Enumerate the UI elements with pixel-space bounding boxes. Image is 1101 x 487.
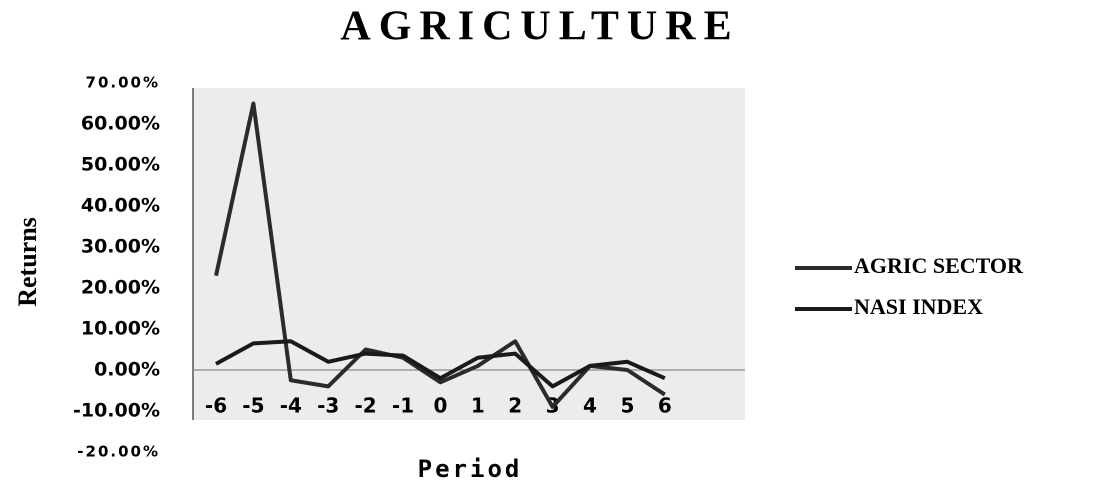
y-tick-label: 40.00%	[81, 195, 160, 217]
x-tick-label: -3	[317, 394, 339, 418]
y-tick-label: 60.00%	[81, 113, 160, 135]
x-tick-label: -6	[205, 394, 227, 418]
x-tick-label: 0	[433, 394, 447, 418]
series-line	[215, 339, 666, 389]
legend-label: AGRIC SECTOR	[854, 253, 1024, 278]
chart-title: AGRICULTURE	[340, 4, 739, 50]
x-tick-label: -4	[280, 394, 302, 418]
y-tick-label: 30.00%	[81, 236, 160, 258]
y-tick-label: 50.00%	[81, 154, 160, 176]
x-tick-label: 6	[658, 394, 672, 418]
x-tick-label: 4	[583, 394, 597, 418]
x-tick-label: -1	[392, 394, 414, 418]
x-tick-label: -5	[242, 394, 264, 418]
y-tick-label: 70.00%	[86, 74, 160, 92]
x-tick-label: 5	[620, 394, 634, 418]
y-tick-label: 10.00%	[81, 318, 160, 340]
x-tick-label: -2	[354, 394, 376, 418]
x-tick-label: 2	[508, 394, 522, 418]
legend-label: NASI INDEX	[854, 294, 983, 319]
x-tick-label: 1	[471, 394, 485, 418]
y-tick-label: -10.00%	[73, 400, 160, 422]
y-tick-label: -20.00%	[77, 443, 160, 461]
x-axis-label: Period	[418, 455, 523, 483]
y-tick-label: 0.00%	[94, 359, 160, 381]
y-axis-label: Returns	[13, 217, 42, 307]
y-tick-label: 20.00%	[81, 277, 160, 299]
